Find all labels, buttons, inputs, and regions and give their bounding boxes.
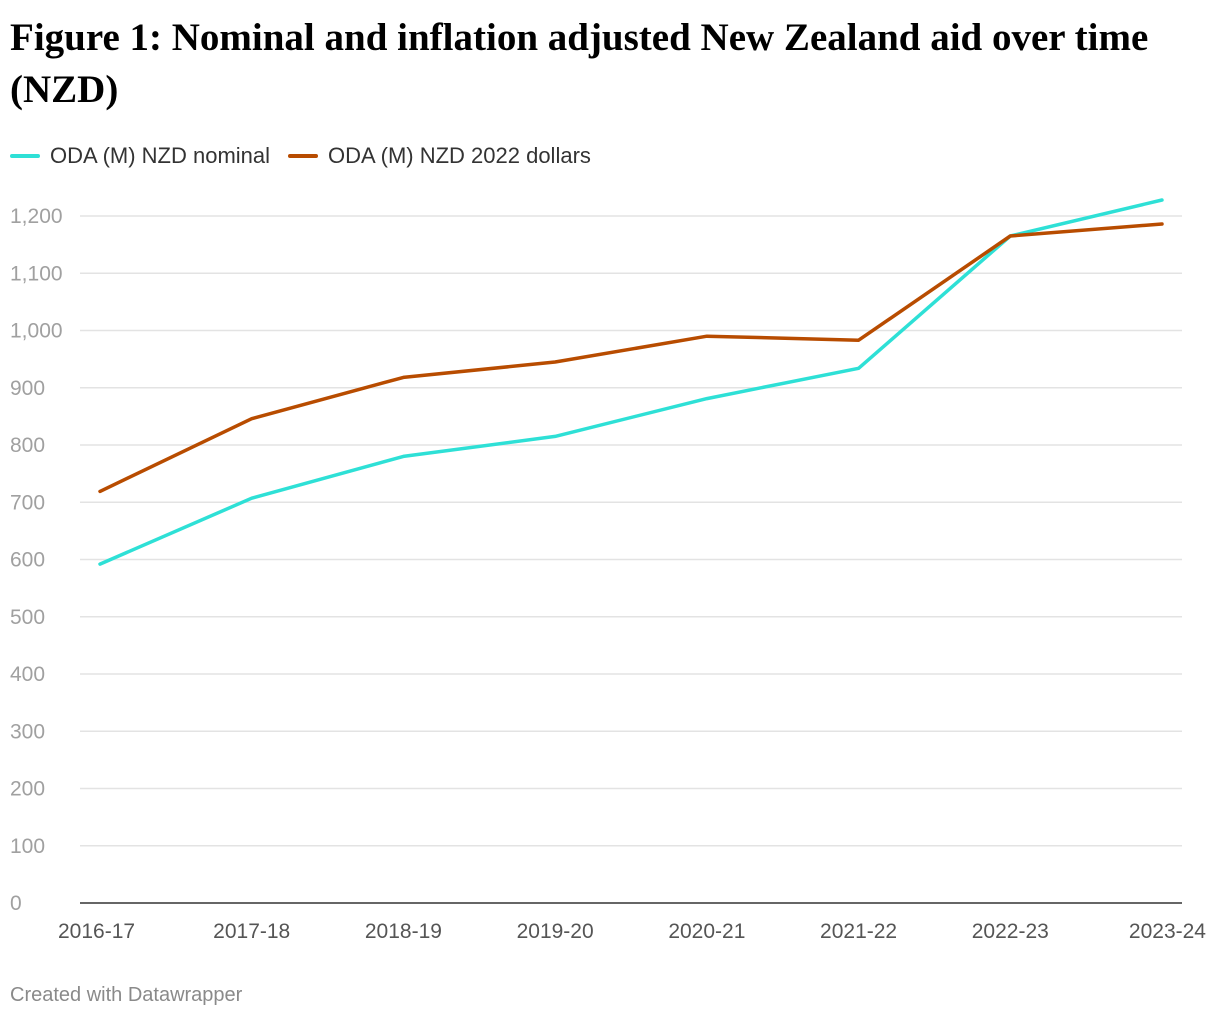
x-tick-label: 2023-24 [1129, 920, 1206, 943]
x-tick-label: 2018-19 [365, 920, 442, 943]
series-line-2022-dollars [98, 222, 1164, 494]
y-tick-label: 900 [10, 377, 45, 400]
legend-label-nominal: ODA (M) NZD nominal [50, 143, 271, 168]
y-tick-label: 400 [10, 663, 45, 686]
y-tick-label: 300 [10, 720, 45, 743]
x-tick-label: 2020-21 [668, 920, 745, 943]
legend-swatch-nominal [10, 154, 40, 158]
footer-credit: Created with Datawrapper [10, 984, 243, 1006]
legend-item-nominal: ODA (M) NZD nominal [10, 143, 270, 169]
y-tick-label: 1,000 [10, 320, 63, 343]
x-tick-label: 2019-20 [517, 920, 594, 943]
y-tick-label: 200 [10, 778, 45, 801]
y-tick-label: 700 [10, 491, 45, 514]
x-tick-label: 2017-18 [213, 920, 290, 943]
y-tick-label: 500 [10, 606, 45, 629]
y-tick-label: 0 [10, 892, 22, 915]
y-tick-label: 600 [10, 549, 45, 572]
y-tick-label: 1,200 [10, 205, 63, 228]
series-line-nominal [98, 198, 1164, 566]
legend-item-2022-dollars: ODA (M) NZD 2022 dollars [288, 143, 591, 169]
legend-label-2022-dollars: ODA (M) NZD 2022 dollars [328, 143, 591, 168]
x-tick-label: 2021-22 [820, 920, 897, 943]
x-tick-label: 2022-23 [972, 920, 1049, 943]
y-tick-label: 100 [10, 835, 45, 858]
y-tick-label: 800 [10, 434, 45, 457]
legend-swatch-2022-dollars [288, 154, 319, 158]
chart-title: Figure 1: Nominal and inflation adjusted… [10, 16, 1149, 111]
chart-legend: ODA (M) NZD nominal ODA (M) NZD 2022 dol… [10, 142, 609, 170]
y-tick-label: 1,100 [10, 262, 63, 285]
x-tick-label: 2016-17 [58, 920, 135, 943]
line-chart: 0 100 200 300 400 500 600 700 800 900 1,000 1,100 1,… [10, 198, 1206, 943]
